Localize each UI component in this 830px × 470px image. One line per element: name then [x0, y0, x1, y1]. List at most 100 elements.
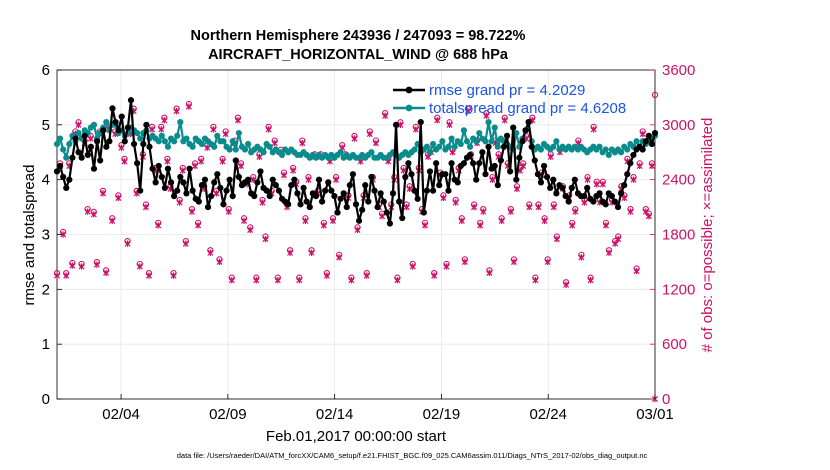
series-point-totalspread: [602, 146, 609, 153]
series-point-rmse: [408, 171, 415, 178]
y-right-tick-label: 3600: [662, 62, 695, 79]
series-point-rmse: [639, 146, 646, 153]
series-point-rmse: [608, 193, 615, 200]
series-point-rmse: [266, 193, 273, 200]
series-point-totalspread: [423, 143, 430, 150]
obs-assimilated-point: [590, 126, 597, 133]
series-point-rmse: [349, 171, 357, 178]
x-tick-label: 02/04: [102, 406, 140, 423]
obs-assimilated-point: [510, 258, 517, 266]
obs-assimilated-point: [498, 217, 505, 224]
series-point-rmse: [137, 187, 144, 194]
obs-assimilated-point: [486, 269, 493, 277]
series-point-rmse: [229, 193, 236, 200]
obs-assimilated-point: [569, 222, 576, 229]
obs-assimilated-point: [320, 222, 327, 229]
obs-assimilated-point: [53, 272, 61, 279]
obs-assimilated-point: [176, 199, 183, 206]
series-point-rmse: [63, 184, 70, 191]
obs-assimilated-point: [501, 117, 508, 124]
series-point-totalspread: [56, 135, 64, 142]
x-axis-label: Feb.01,2017 00:00:00 start: [266, 428, 447, 445]
series-point-totalspread: [161, 138, 168, 145]
series-point-rmse: [359, 206, 366, 213]
obs-assimilated-point: [366, 130, 373, 138]
obs-assimilated-point: [253, 276, 260, 284]
series-point-rmse: [66, 176, 73, 183]
series-point-totalspread: [189, 143, 196, 150]
series-point-totalspread: [368, 149, 375, 156]
obs-assimilated-point: [287, 249, 294, 256]
obs-assimilated-point: [256, 153, 263, 161]
series-point-rmse: [112, 118, 119, 126]
series-point-rmse: [78, 154, 85, 161]
obs-assimilated-point: [69, 262, 76, 269]
series-point-totalspread: [436, 143, 443, 150]
obs-assimilated-point: [532, 276, 539, 284]
series-point-totalspread: [488, 138, 495, 145]
series-point-rmse: [53, 168, 61, 175]
series-point-totalspread: [66, 140, 73, 148]
obs-assimilated-point: [216, 258, 223, 266]
obs-assimilated-point: [489, 176, 496, 183]
series-point-rmse: [328, 187, 335, 194]
obs-assimilated-point: [87, 135, 94, 142]
obs-assimilated-point: [563, 281, 570, 288]
obs-assimilated-point: [228, 276, 235, 284]
series-point-rmse: [177, 173, 184, 181]
obs-assimilated-point: [449, 149, 456, 156]
series-point-rmse: [497, 157, 504, 164]
series-point-rmse: [473, 176, 480, 183]
series-point-totalspread: [463, 138, 471, 145]
series-point-rmse: [306, 203, 313, 211]
y-tick-label: 5: [42, 117, 50, 134]
obs-assimilated-point: [118, 144, 125, 151]
y-tick-label: 4: [42, 172, 50, 189]
obs-assimilated-point: [630, 176, 637, 183]
obs-assimilated-point: [182, 240, 189, 247]
x-tick-label: 02/19: [423, 406, 461, 423]
obs-assimilated-point: [443, 263, 450, 270]
obs-assimilated-point: [513, 185, 521, 193]
series-point-rmse: [232, 157, 239, 164]
obs-assimilated-point: [103, 269, 110, 277]
obs-assimilated-point: [526, 203, 533, 211]
series-point-totalspread: [466, 143, 474, 150]
obs-assimilated-point: [99, 190, 107, 197]
series-point-rmse: [476, 160, 483, 167]
obs-assimilated-point: [329, 217, 337, 224]
series-point-rmse: [525, 118, 532, 126]
series-point-rmse: [528, 143, 535, 150]
obs-assimilated-point: [550, 203, 557, 211]
obs-assimilated-point: [412, 126, 419, 133]
obs-assimilated-point: [507, 208, 514, 215]
y-axis-label: rmse and totalspread: [21, 165, 38, 306]
series-point-rmse: [60, 173, 67, 181]
obs-assimilated-point: [308, 249, 315, 256]
series-point-rmse: [562, 193, 569, 200]
series-point-totalspread: [411, 146, 418, 153]
series-point-rmse: [429, 187, 437, 194]
series-point-totalspread: [75, 129, 82, 137]
obs-assimilated-point: [198, 158, 205, 165]
obs-assimilated-point: [109, 217, 116, 224]
series-point-rmse: [386, 220, 394, 227]
y-right-tick-label: 600: [662, 336, 687, 353]
obs-assimilated-point: [599, 181, 606, 188]
series-point-rmse: [621, 182, 628, 189]
obs-assimilated-point: [354, 226, 361, 234]
series-point-rmse: [81, 132, 88, 139]
obs-assimilated-point: [237, 162, 245, 170]
series-point-rmse: [318, 198, 326, 205]
series-point-rmse: [164, 165, 172, 172]
series-point-totalspread: [596, 143, 603, 150]
obs-assimilated-point: [164, 158, 171, 165]
series-point-rmse: [482, 171, 489, 178]
series-point-rmse: [513, 176, 520, 183]
series-point-totalspread: [174, 132, 181, 139]
obs-possible-point: [651, 91, 659, 99]
series-point-rmse: [442, 171, 449, 178]
obs-assimilated-point: [121, 158, 128, 165]
series-point-rmse: [368, 173, 375, 181]
